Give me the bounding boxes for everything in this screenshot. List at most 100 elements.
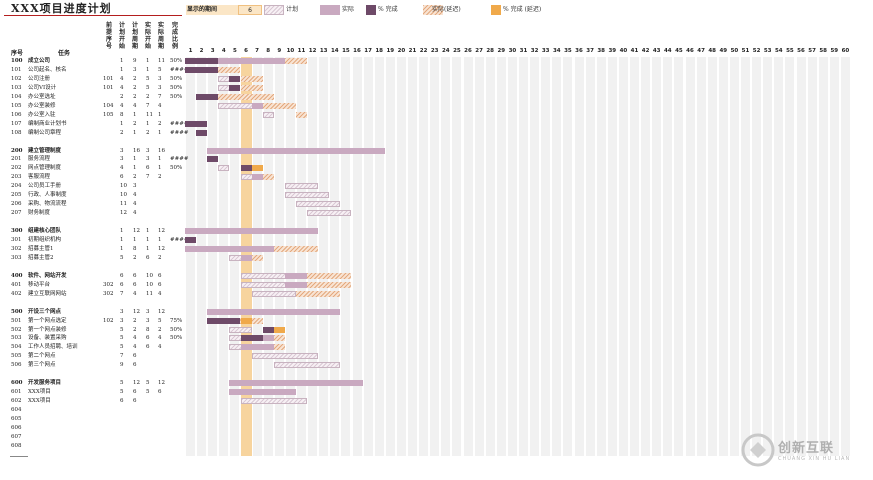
task-name[interactable]: 招募主管2 xyxy=(28,254,54,261)
task-actual-start: 8 xyxy=(146,326,150,333)
task-name[interactable]: XXX项目 xyxy=(28,389,51,396)
plan-bar xyxy=(296,201,341,208)
day-column xyxy=(707,57,717,456)
task-plan-start: 4 xyxy=(120,75,124,82)
day-column xyxy=(496,57,506,456)
task-plan-start: 11 xyxy=(120,201,127,208)
day-number: 44 xyxy=(663,48,672,54)
task-name[interactable]: 采购、物流流程 xyxy=(28,201,67,208)
task-name[interactable]: 第一个网点装修 xyxy=(28,326,67,333)
task-plan-duration: 4 xyxy=(133,192,137,199)
day-column xyxy=(596,57,606,456)
task-name[interactable]: 第三个网点 xyxy=(28,362,56,369)
day-number: 47 xyxy=(697,48,705,54)
task-name[interactable]: 成立公司 xyxy=(28,58,51,64)
task-name[interactable]: 第一个网点选定 xyxy=(28,317,67,324)
task-plan-start: 1 xyxy=(120,66,124,73)
task-actual-duration: 4 xyxy=(158,290,162,297)
legend-swatch-plan xyxy=(264,5,284,15)
legend-label-late: 实际(延迟) xyxy=(432,6,461,13)
task-name[interactable]: 开发服务项目 xyxy=(28,380,62,387)
task-plan-duration: 12 xyxy=(133,380,140,387)
task-name[interactable]: 网点管理制度 xyxy=(28,165,62,172)
task-name[interactable]: 编制商业计划书 xyxy=(28,120,67,127)
task-name[interactable]: 编制公司章程 xyxy=(28,129,62,136)
actual-bar xyxy=(251,102,263,109)
late-bar xyxy=(296,290,341,297)
day-column xyxy=(330,57,340,456)
task-actual-duration: 6 xyxy=(158,389,162,396)
task-plan-duration: 8 xyxy=(133,245,137,252)
task-name[interactable]: 建立互联网网站 xyxy=(28,290,67,297)
task-name[interactable]: 建立管理制度 xyxy=(28,147,62,154)
actual-bar xyxy=(240,254,252,261)
task-name[interactable]: 设备、装置采购 xyxy=(28,335,67,342)
late-bar xyxy=(262,102,296,109)
day-column xyxy=(718,57,728,456)
task-name[interactable]: 第二个网点 xyxy=(28,353,56,360)
task-name[interactable]: 公司员工手册 xyxy=(28,183,62,190)
task-name[interactable]: 客服流程 xyxy=(28,174,51,181)
task-name[interactable]: 公司注册 xyxy=(28,75,51,82)
task-pct-complete: 50% xyxy=(170,335,183,342)
task-name[interactable]: 软件、网站开发 xyxy=(28,272,67,279)
day-column xyxy=(685,57,695,456)
header-plan_start-char: 划 xyxy=(118,29,125,36)
day-column xyxy=(585,57,595,456)
task-name[interactable]: 办公室入驻 xyxy=(28,111,56,118)
display-period-input[interactable]: 6 xyxy=(238,5,262,15)
task-name[interactable]: 初期组织机构 xyxy=(28,237,62,243)
header-act_start-char: 始 xyxy=(144,43,151,50)
task-actual-start: 3 xyxy=(146,308,150,315)
task-name[interactable]: 组建核心团队 xyxy=(28,228,62,235)
task-name[interactable]: 办公室选址 xyxy=(28,93,56,100)
day-number: 27 xyxy=(475,48,483,54)
task-name[interactable]: 行政、人事制度 xyxy=(28,192,67,199)
day-number: 45 xyxy=(675,48,683,54)
task-name[interactable]: 财务制度 xyxy=(28,210,51,217)
task-name[interactable]: XXX项目 xyxy=(28,398,51,405)
task-pct-complete: 50% xyxy=(170,93,183,100)
legend-label-actual: 实际 xyxy=(342,6,355,13)
actual-bar xyxy=(185,228,319,235)
task-name[interactable]: 移动平台 xyxy=(28,281,51,288)
task-id: 103 xyxy=(11,84,22,91)
day-number: 11 xyxy=(297,48,306,54)
task-pct-complete: #### xyxy=(170,237,189,243)
task-name[interactable]: 招募主管1 xyxy=(28,245,54,252)
task-actual-start: 7 xyxy=(146,102,150,109)
task-name[interactable]: 工作人员招聘、培训 xyxy=(28,344,78,351)
task-actual-duration: 12 xyxy=(158,228,165,235)
legend-swatch-late xyxy=(423,5,443,15)
task-actual-duration: 2 xyxy=(158,120,162,127)
day-number: 49 xyxy=(719,48,728,54)
pct-complete-bar xyxy=(240,165,252,172)
pct-complete-bar xyxy=(196,93,219,100)
day-column xyxy=(352,57,362,456)
task-actual-start: 6 xyxy=(146,344,150,351)
task-pred: 101 xyxy=(103,84,114,91)
task-plan-start: 5 xyxy=(120,389,124,396)
day-number: 33 xyxy=(541,48,550,54)
task-id: 202 xyxy=(11,165,22,172)
late-bar xyxy=(284,58,308,64)
task-name[interactable]: 服务流程 xyxy=(28,156,51,163)
task-name[interactable]: 公司起名、核名 xyxy=(28,66,67,73)
pct-complete-bar xyxy=(185,120,208,127)
task-name[interactable]: 开设三个网点 xyxy=(28,308,62,315)
task-actual-start: 5 xyxy=(146,84,150,91)
day-column xyxy=(763,57,773,456)
header-act_dur-char: 周 xyxy=(157,36,164,43)
task-plan-duration: 4 xyxy=(133,344,137,351)
pct-complete-late-bar xyxy=(240,317,252,324)
task-name[interactable]: 办公室装修 xyxy=(28,102,56,109)
actual-bar xyxy=(240,344,274,351)
actual-bar xyxy=(207,308,341,315)
task-actual-duration: 6 xyxy=(158,281,162,288)
task-name[interactable]: 公司VI设计 xyxy=(28,84,57,91)
plan-bar xyxy=(307,210,352,217)
task-plan-duration: 2 xyxy=(133,326,137,333)
day-column xyxy=(729,57,739,456)
task-pct-complete: 50% xyxy=(170,165,183,172)
actual-bar xyxy=(185,245,274,252)
